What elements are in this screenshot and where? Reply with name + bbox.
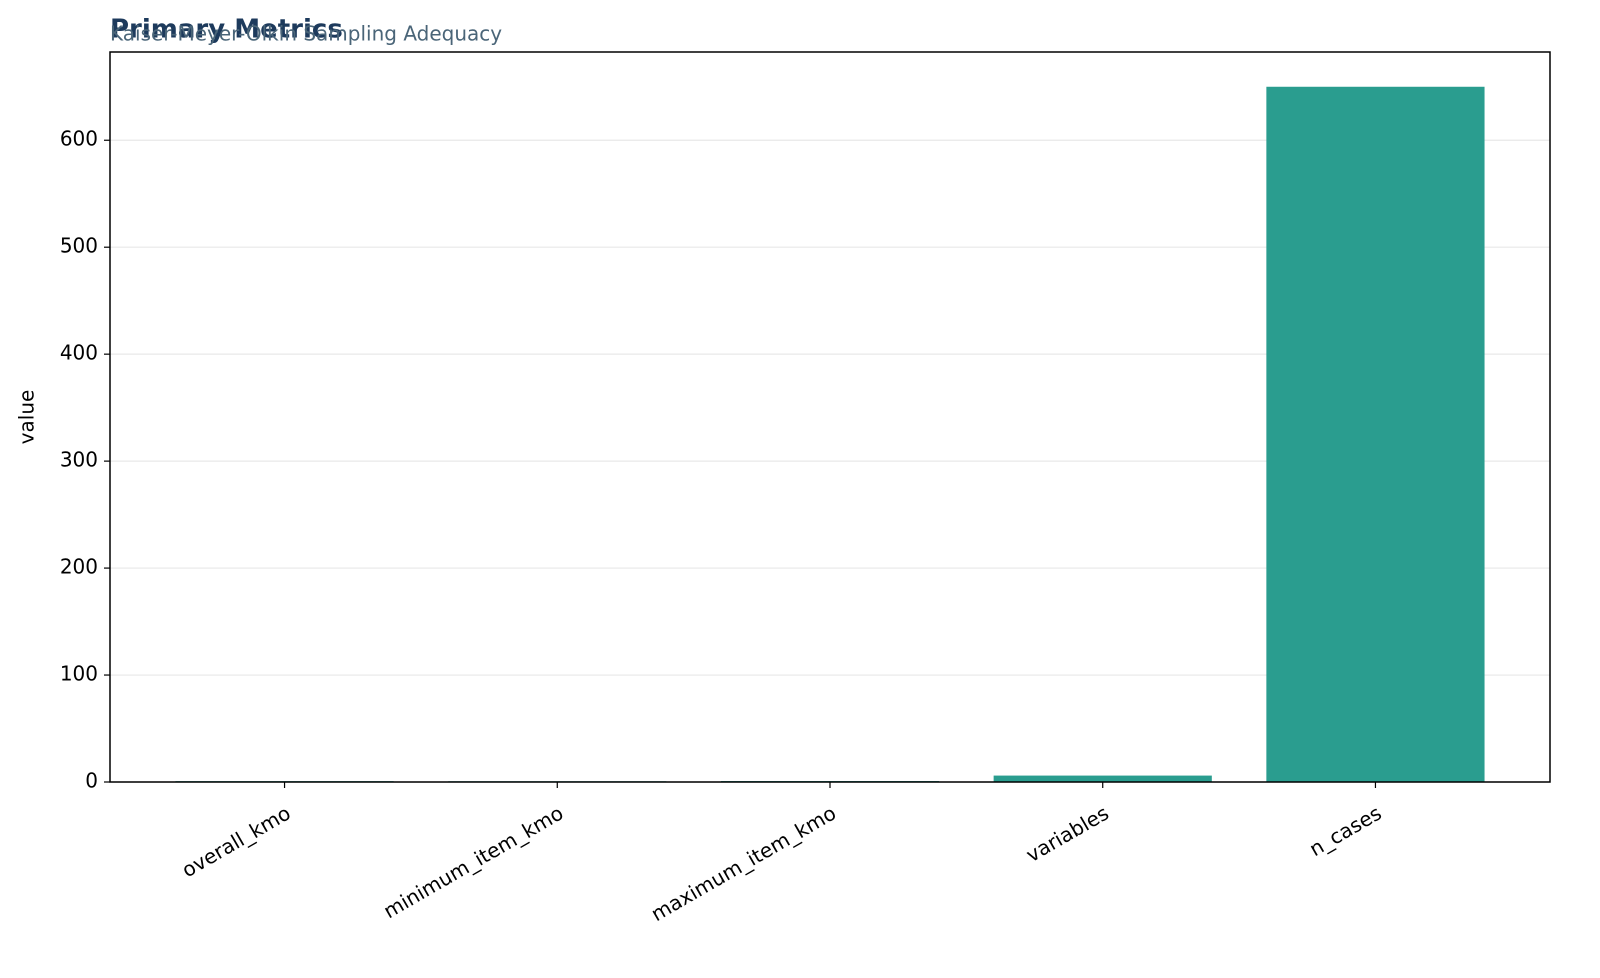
y-tick-label: 500 (60, 234, 98, 258)
x-tick-label: variables (1022, 801, 1113, 867)
bar (993, 775, 1212, 782)
chart-subtitle: Kaiser-Meyer-Olkin Sampling Adequacy (110, 22, 502, 46)
y-tick-label: 0 (85, 769, 98, 793)
plot-frame (109, 51, 1551, 783)
x-tick-label: minimum_item_kmo (379, 801, 567, 923)
chart-title: Primary Metrics (110, 15, 343, 45)
y-tick-label: 600 (60, 127, 98, 151)
y-tick-label: 300 (60, 448, 98, 472)
y-tick-label: 400 (60, 341, 98, 365)
y-tick-label: 200 (60, 555, 98, 579)
x-tick-label: maximum_item_kmo (647, 801, 840, 926)
x-tick-label: overall_kmo (178, 801, 295, 882)
y-tick-label: 100 (60, 662, 98, 686)
bar (1266, 86, 1485, 782)
y-axis-label: value (15, 390, 39, 445)
x-tick-label: n_cases (1305, 801, 1385, 861)
